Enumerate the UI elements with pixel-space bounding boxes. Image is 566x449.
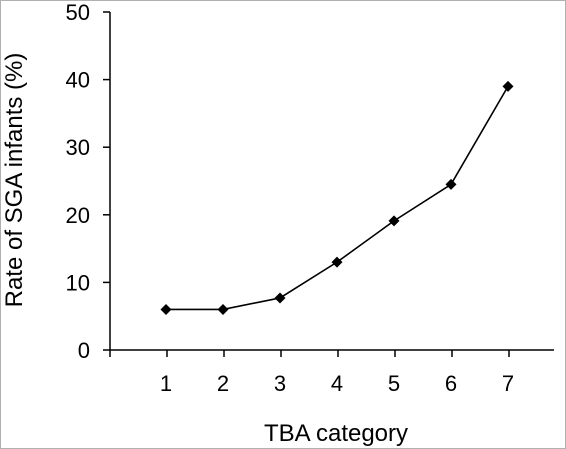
y-tick-label: 20 xyxy=(66,203,90,228)
x-tick-label: 1 xyxy=(160,371,172,396)
x-axis: 1 2 3 4 5 6 7 xyxy=(109,349,554,396)
y-tick-label: 30 xyxy=(66,135,90,160)
x-tick-label: 6 xyxy=(445,371,457,396)
data-point-marker xyxy=(331,256,343,268)
data-point-marker xyxy=(160,303,172,315)
x-axis-title: TBA category xyxy=(264,420,408,447)
data-point-marker xyxy=(388,215,400,227)
x-tick-label: 3 xyxy=(274,371,286,396)
data-point-marker xyxy=(445,178,457,190)
data-point-marker xyxy=(274,292,286,304)
data-point-marker xyxy=(217,303,229,315)
y-tick-label: 10 xyxy=(66,270,90,295)
series-group xyxy=(160,80,514,315)
x-tick-label: 4 xyxy=(331,371,343,396)
x-tick-label: 2 xyxy=(217,371,229,396)
y-tick-label: 40 xyxy=(66,68,90,93)
y-axis-title: Rate of SGA infants (%) xyxy=(1,53,28,308)
x-tick-label: 7 xyxy=(502,371,514,396)
y-tick-label: 50 xyxy=(66,0,90,25)
y-tick-label: 0 xyxy=(78,338,90,363)
series-line xyxy=(166,85,509,311)
y-axis: 0 10 20 30 40 50 xyxy=(66,0,111,363)
data-point-marker xyxy=(502,80,514,92)
x-tick-label: 5 xyxy=(388,371,400,396)
